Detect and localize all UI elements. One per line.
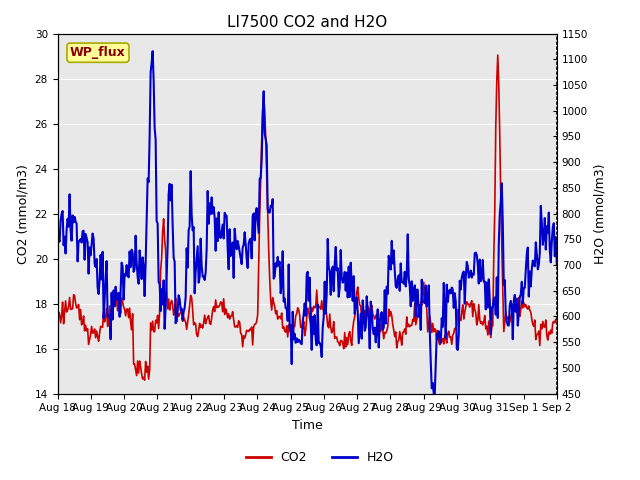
- Y-axis label: CO2 (mmol/m3): CO2 (mmol/m3): [16, 164, 29, 264]
- Text: WP_flux: WP_flux: [70, 46, 126, 59]
- Title: LI7500 CO2 and H2O: LI7500 CO2 and H2O: [227, 15, 387, 30]
- Y-axis label: H2O (mmol/m3): H2O (mmol/m3): [593, 163, 607, 264]
- X-axis label: Time: Time: [292, 419, 323, 432]
- Legend: CO2, H2O: CO2, H2O: [241, 446, 399, 469]
